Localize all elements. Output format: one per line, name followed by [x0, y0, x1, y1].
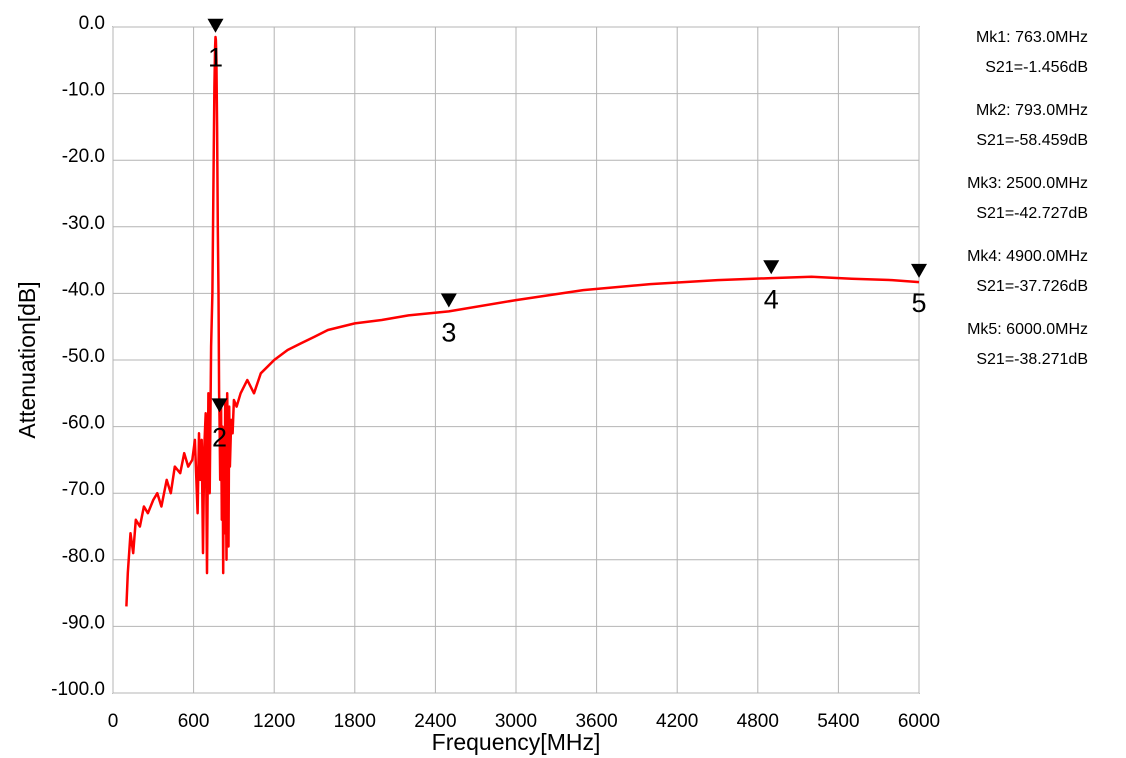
x-tick-label: 6000: [898, 711, 940, 732]
marker-readout-s21: S21=-37.726dB: [976, 278, 1088, 295]
marker-4: 4: [763, 260, 780, 314]
marker-readout: Mk4: 4900.0MHz S21=-37.726dB: [967, 248, 1088, 295]
y-tick-label: -40.0: [62, 279, 105, 300]
marker-3: 3: [440, 293, 457, 348]
markers: 1 2 3 4 5: [207, 18, 927, 452]
marker-readout-s21: S21=-42.727dB: [976, 205, 1088, 222]
y-tick-label: -70.0: [62, 479, 105, 500]
y-tick-label: -10.0: [62, 80, 105, 101]
x-axis-title: Frequency[MHz]: [432, 729, 601, 755]
x-tick-label: 3000: [495, 711, 537, 732]
marker-readout-s21: S21=-58.459dB: [976, 132, 1088, 149]
y-tick-label: -90.0: [62, 612, 105, 633]
s21-trace-line: [125, 35, 920, 607]
x-tick-label: 4200: [656, 711, 698, 732]
y-tick-label: -100.0: [51, 679, 105, 700]
marker-readout: Mk2: 793.0MHz S21=-58.459dB: [976, 102, 1088, 149]
marker-readout: Mk1: 763.0MHz S21=-1.456dB: [976, 29, 1088, 76]
marker-triangle: [211, 398, 228, 413]
marker-number: 3: [441, 318, 456, 348]
marker-readout: Mk5: 6000.0MHz S21=-38.271dB: [967, 321, 1088, 368]
marker-number: 4: [764, 284, 779, 314]
marker-readout-panel: Mk1: 763.0MHz S21=-1.456dB Mk2: 793.0MHz S2…: [967, 29, 1088, 368]
x-tick-label: 4800: [737, 711, 779, 732]
x-tick-label: 2400: [414, 711, 456, 732]
y-tick-label: -20.0: [62, 146, 105, 167]
grid-lines: [112, 26, 920, 694]
y-tick-labels: 0.0 -10.0 -20.0 -30.0 -40.0 -50.0 -60.0 -70.0 -8…: [51, 13, 105, 700]
x-tick-labels: 0 600 1200 1800 2400 3000 3600 4200 4800 5400 6000: [108, 711, 940, 732]
x-tick-label: 0: [108, 711, 119, 732]
x-tick-label: 600: [178, 711, 210, 732]
x-tick-label: 5400: [817, 711, 859, 732]
marker-1: 1: [207, 18, 224, 73]
marker-number: 2: [212, 422, 227, 452]
marker-readout-frequency: Mk1: 763.0MHz: [976, 29, 1088, 46]
x-tick-label: 3600: [575, 711, 617, 732]
marker-readout-s21: S21=-38.271dB: [976, 351, 1088, 368]
marker-triangle: [911, 263, 927, 278]
marker-5: 5: [911, 263, 927, 318]
y-tick-label: -80.0: [62, 546, 105, 567]
y-tick-label: 0.0: [79, 13, 105, 34]
marker-triangle: [440, 293, 457, 308]
marker-readout-frequency: Mk5: 6000.0MHz: [967, 321, 1088, 338]
marker-number: 5: [911, 288, 926, 318]
marker-readout-frequency: Mk3: 2500.0MHz: [967, 175, 1088, 192]
y-axis-title: Attenuation[dB]: [14, 281, 40, 438]
y-tick-label: -60.0: [62, 413, 105, 434]
marker-triangle: [763, 260, 780, 275]
y-tick-label: -30.0: [62, 213, 105, 234]
marker-readout-frequency: Mk2: 793.0MHz: [976, 102, 1088, 119]
marker-readout-s21: S21=-1.456dB: [985, 59, 1088, 76]
marker-readout: Mk3: 2500.0MHz S21=-42.727dB: [967, 175, 1088, 222]
x-tick-label: 1200: [253, 711, 295, 732]
marker-number: 1: [208, 43, 223, 73]
marker-readout-frequency: Mk4: 4900.0MHz: [967, 248, 1088, 265]
marker-2: 2: [211, 398, 228, 452]
marker-triangle: [207, 18, 224, 33]
x-tick-label: 1800: [334, 711, 376, 732]
y-tick-label: -50.0: [62, 346, 105, 367]
